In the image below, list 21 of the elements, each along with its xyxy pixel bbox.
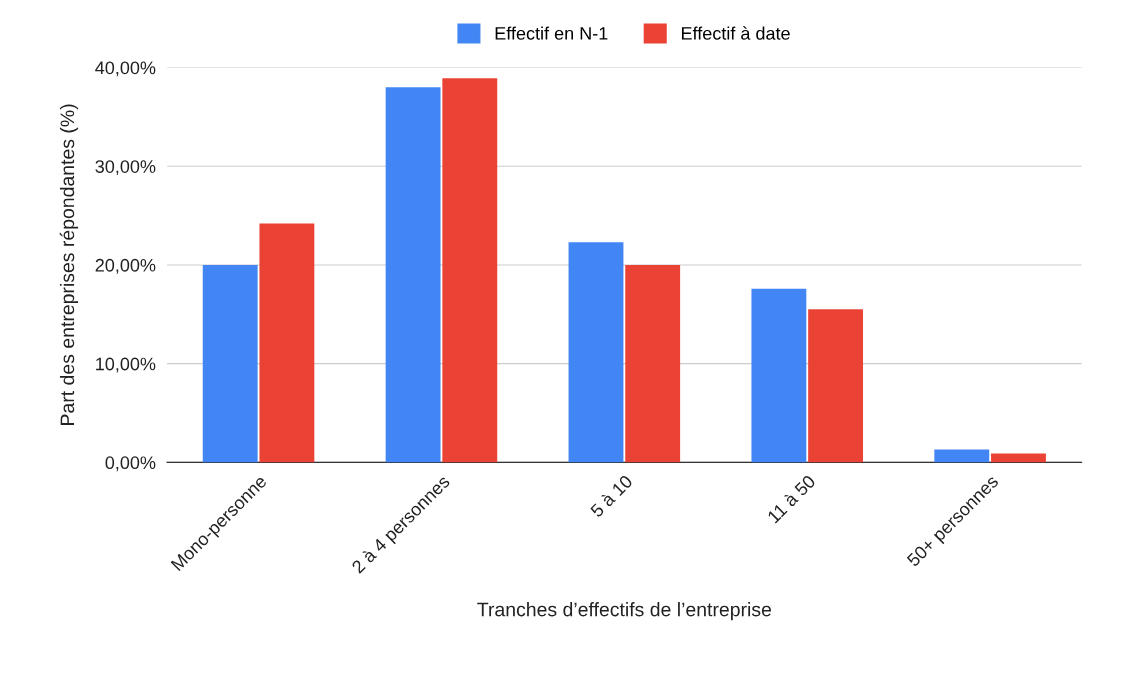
bar	[991, 453, 1046, 463]
x-tick-label: 11 à 50	[766, 473, 817, 524]
legend-label: Effectif en N-1	[495, 26, 608, 40]
y-tick-label: 40,00%	[95, 61, 156, 77]
x-axis-title: Tranches d’effectifs de l’entreprise	[477, 602, 772, 621]
y-tick-label: 20,00%	[95, 258, 156, 274]
bar	[808, 309, 864, 463]
bar	[568, 242, 624, 463]
bar	[259, 223, 315, 463]
bar	[442, 78, 498, 463]
y-tick-label: 10,00%	[96, 357, 156, 373]
y-tick-label: 0,00%	[105, 456, 156, 472]
legend-label: Effectif à date	[681, 26, 790, 40]
bar	[934, 449, 990, 463]
bar	[385, 87, 441, 463]
bar	[202, 264, 258, 463]
bar	[625, 264, 681, 463]
y-axis-title: Part des entreprises répondantes (%)	[59, 104, 79, 425]
x-tick-label: 5 à 10	[589, 473, 634, 518]
y-tick-label: 30,00%	[95, 160, 156, 176]
bar	[751, 288, 807, 463]
